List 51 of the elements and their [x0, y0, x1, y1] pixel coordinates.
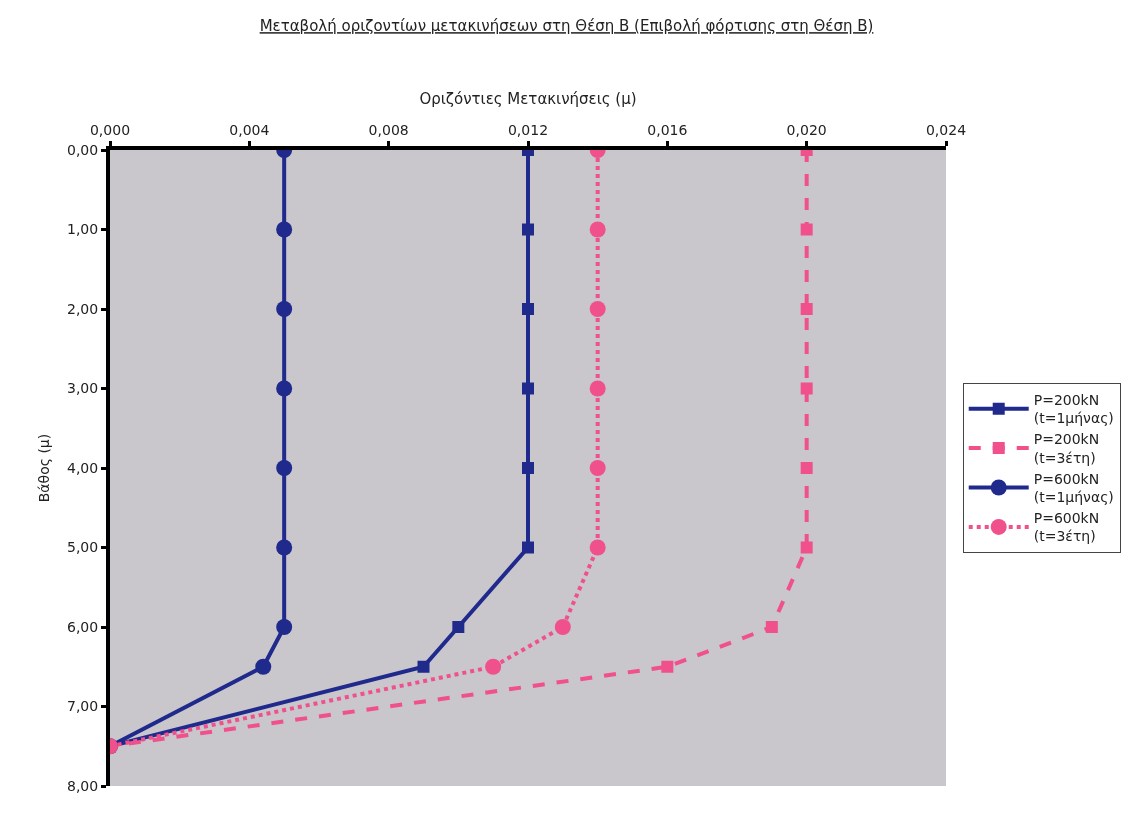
- point: [485, 658, 502, 675]
- point: [800, 303, 813, 315]
- y-tick-label: 2,00: [67, 300, 99, 317]
- point: [276, 539, 293, 556]
- point: [589, 221, 606, 238]
- y-axis-title: Βάθος (μ): [36, 433, 53, 503]
- y-tick-label: 6,00: [67, 618, 99, 635]
- legend-label: P=600kN (t=3έτη): [1033, 510, 1100, 545]
- point: [800, 382, 813, 395]
- point: [589, 539, 606, 556]
- legend-label: P=200kN (t=3έτη): [1033, 431, 1100, 466]
- y-tick-label: 7,00: [67, 698, 99, 715]
- point: [522, 462, 534, 474]
- y-tick-label: 3,00: [67, 380, 99, 397]
- legend-label: P=600kN (t=1μήνας): [1033, 470, 1114, 506]
- point: [276, 619, 293, 635]
- y-tick-label: 1,00: [67, 221, 99, 238]
- point: [276, 221, 293, 238]
- x-tick-label: 0,000: [89, 122, 131, 139]
- x-tick-label: 0,004: [229, 122, 270, 139]
- point: [417, 660, 430, 673]
- x-tick-label: 0,020: [786, 122, 827, 139]
- y-tick-label: 4,00: [67, 459, 99, 476]
- x-tick-label: 0,012: [507, 122, 549, 139]
- x-axis-title: Οριζόντιες Μετακινήσεις (μ): [419, 90, 637, 109]
- point: [800, 223, 813, 236]
- point: [276, 460, 293, 476]
- point: [765, 621, 778, 633]
- point: [522, 303, 534, 315]
- point: [522, 223, 534, 236]
- x-tick-label: 0,024: [925, 122, 967, 139]
- y-tick-label: 0,00: [67, 141, 99, 158]
- point: [255, 658, 272, 675]
- x-tick-label: 0,016: [647, 122, 688, 139]
- legend-label: P=200kN (t=1μήνας): [1033, 392, 1114, 427]
- point: [800, 541, 813, 554]
- point: [589, 301, 606, 317]
- point: [554, 619, 571, 635]
- point: [589, 460, 606, 476]
- x-tick-label: 0,008: [368, 122, 409, 139]
- chart-title: Μεταβολή οριζοντίων μετακινήσεων στη Θέση Β (Επιβολή φόρτισης στη Θέση Β): [259, 17, 874, 36]
- y-tick-label: 5,00: [67, 539, 99, 556]
- point: [452, 621, 465, 633]
- point: [800, 462, 813, 474]
- point: [522, 541, 534, 554]
- y-tick-label: 8,00: [67, 777, 99, 794]
- point: [276, 380, 293, 397]
- point: [661, 660, 674, 673]
- point: [589, 380, 606, 397]
- point: [522, 382, 534, 395]
- point: [276, 301, 293, 317]
